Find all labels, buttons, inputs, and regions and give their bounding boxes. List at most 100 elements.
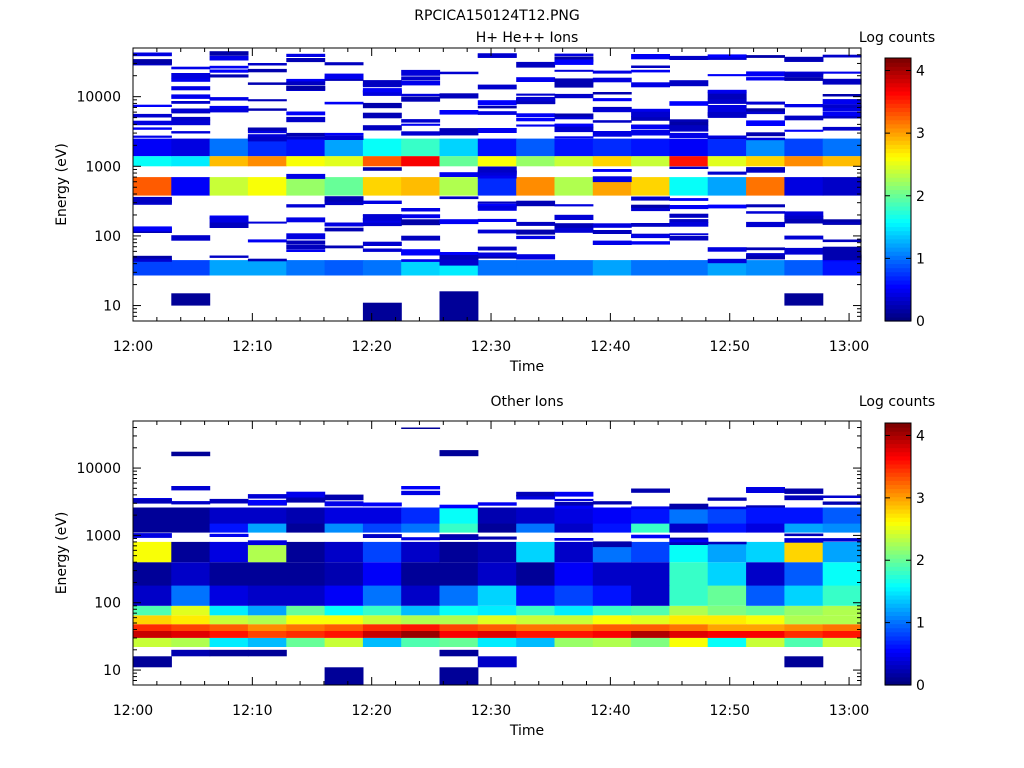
heatmap-cell [707, 54, 747, 58]
colorbar-segment [885, 533, 911, 539]
colorbar-segment [885, 263, 911, 269]
heatmap-cell [669, 119, 709, 122]
heatmap-cell [516, 221, 556, 226]
heatmap-cell [439, 523, 479, 533]
colorbar-segment [885, 488, 911, 494]
heatmap-cell [247, 82, 287, 85]
heatmap-cell [707, 585, 747, 606]
heatmap-cell [746, 211, 785, 214]
heatmap-cell [631, 108, 670, 112]
heatmap-cell [362, 214, 402, 221]
colorbar-segment [885, 537, 911, 543]
heatmap-cell [707, 541, 747, 563]
heatmap-cell [784, 585, 824, 606]
heatmap-cell [822, 631, 862, 638]
heatmap-cell [286, 498, 326, 503]
colorbar-segment [885, 119, 911, 125]
heatmap-cell [631, 116, 670, 121]
heatmap-cell [401, 219, 441, 226]
heatmap-cell [669, 562, 709, 586]
colorbar-label: Log counts [859, 30, 935, 46]
heatmap-cell [784, 138, 824, 157]
heatmap-cell [631, 624, 670, 631]
heatmap-cell [554, 59, 594, 65]
panel-title: Other Ions [490, 394, 563, 410]
heatmap-cell [171, 637, 211, 647]
heatmap-cell [516, 494, 556, 500]
heatmap-cell [171, 523, 211, 533]
heatmap-cell [554, 156, 594, 167]
heatmap-cell [669, 585, 709, 606]
heatmap-cell [516, 77, 556, 82]
colorbar-tick-label: 1 [916, 251, 925, 267]
heatmap-cell [746, 247, 785, 251]
colorbar-segment [885, 70, 911, 76]
colorbar-segment [885, 296, 911, 302]
heatmap-cell [669, 503, 709, 510]
heatmap-cell [592, 120, 632, 123]
heatmap-cell [324, 615, 364, 625]
heatmap-cell [362, 631, 402, 638]
heatmap-cell [209, 105, 249, 111]
colorbar-tick-label: 2 [916, 553, 925, 569]
heatmap-cell [324, 177, 364, 196]
heatmap-cell [516, 124, 556, 127]
heatmap-cell [133, 605, 172, 616]
heatmap-cell [247, 99, 287, 102]
heatmap-cell [401, 486, 441, 490]
colorbar-segment [885, 99, 911, 104]
heatmap-cell [746, 507, 785, 524]
heatmap-cell [439, 110, 479, 115]
heatmap-cell [784, 156, 824, 167]
heatmap-cell [592, 624, 632, 631]
colorbar-segment [885, 627, 911, 633]
heatmap-cell [707, 507, 747, 524]
heatmap-cell [324, 199, 364, 206]
heatmap-cell [554, 53, 594, 56]
heatmap-cell [822, 624, 862, 631]
heatmap-cell [784, 215, 824, 219]
colorbar-segment [885, 582, 911, 588]
heatmap-cell [707, 91, 747, 94]
heatmap-cell [669, 205, 709, 210]
heatmap-cell [171, 631, 211, 638]
heatmap-cell [133, 533, 172, 538]
heatmap-cell [554, 562, 594, 586]
heatmap-cell [631, 541, 670, 563]
colorbar-segment [885, 586, 911, 592]
heatmap-cell [477, 203, 517, 207]
heatmap-cell [477, 100, 517, 106]
heatmap-cell [822, 156, 862, 167]
heatmap-cell [822, 538, 862, 542]
heatmap-cell [171, 293, 211, 306]
heatmap-cell [209, 65, 249, 69]
heatmap-cell [171, 108, 211, 112]
heatmap-cell [631, 637, 670, 647]
colorbar-segment [885, 476, 911, 481]
heatmap-cell [247, 138, 287, 157]
heatmap-cell [362, 507, 402, 524]
heatmap-cell [707, 138, 747, 157]
heatmap-cell [477, 541, 517, 563]
colorbar-segment [885, 238, 911, 244]
heatmap-cell [209, 624, 249, 631]
colorbar-segment [885, 300, 911, 306]
heatmap-cell [592, 615, 632, 625]
colorbar-segment [885, 431, 911, 436]
heatmap-cell [247, 637, 287, 647]
heatmap-cell [401, 80, 441, 86]
heatmap-cell [286, 507, 326, 524]
heatmap-cell [171, 585, 211, 606]
heatmap-cell [746, 108, 785, 112]
heatmap-cell [324, 73, 364, 80]
colorbar-segment [885, 603, 911, 608]
heatmap-cell [784, 217, 824, 224]
heatmap-cell [439, 255, 479, 260]
colorbar-segment [885, 639, 911, 645]
heatmap-cell [592, 562, 632, 586]
heatmap-cell [554, 138, 594, 157]
heatmap-cell [822, 260, 862, 276]
colorbar-tick-label: 1 [916, 616, 925, 632]
heatmap-cell [822, 99, 862, 105]
y-tick-label: 10000 [76, 90, 121, 106]
